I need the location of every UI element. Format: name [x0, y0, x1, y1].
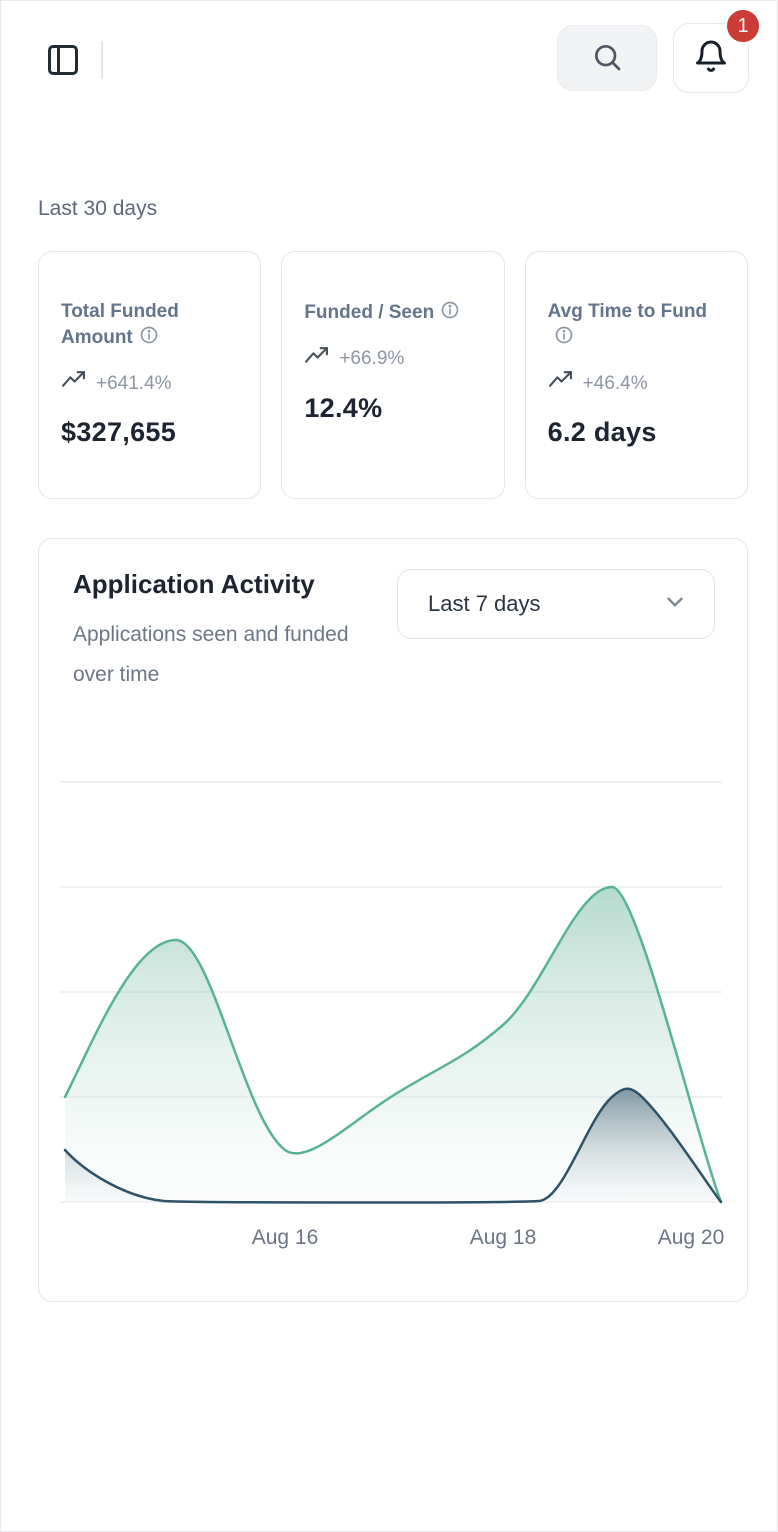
stats-row: Total Funded Amount +641.4% $327,655 Fun…	[38, 251, 748, 499]
stat-trend-text: +641.4%	[96, 372, 172, 394]
stat-title-text: Avg Time to Fund	[547, 301, 708, 322]
stat-trend: +46.4%	[548, 368, 725, 399]
area-chart-svg	[60, 781, 723, 1204]
chart-subtitle: Applications seen and funded over time	[73, 623, 349, 686]
stat-card-total-funded: Total Funded Amount +641.4% $327,655	[38, 251, 262, 499]
stat-card-funded-seen: Funded / Seen +66.9% 12.4%	[281, 251, 505, 499]
notification-count-badge: 1	[724, 7, 762, 45]
stat-title-text: Funded / Seen	[304, 302, 435, 323]
funded-line	[63, 1087, 723, 1204]
stat-title: Funded / Seen	[304, 300, 481, 328]
date-range-value: Last 7 days	[428, 591, 541, 616]
topbar-divider	[101, 41, 103, 79]
info-icon[interactable]	[139, 325, 159, 353]
chevron-down-icon	[662, 589, 688, 620]
stat-card-avg-time: Avg Time to Fund +46.4% 6.2 days	[524, 251, 748, 499]
stat-title-text: Total Funded Amount	[61, 301, 179, 348]
info-icon[interactable]	[440, 300, 460, 328]
search-button[interactable]	[557, 25, 657, 91]
area-chart	[39, 739, 749, 1209]
x-tick-aug-16: Aug 16	[251, 1226, 319, 1249]
application-activity-card: Application Activity Applications seen a…	[38, 538, 748, 1302]
stat-title: Total Funded Amount	[61, 300, 238, 352]
sidebar-toggle-button[interactable]	[41, 39, 85, 83]
stat-trend: +66.9%	[304, 344, 481, 375]
x-tick-aug-18: Aug 18	[469, 1226, 537, 1249]
stat-value: 12.4%	[304, 392, 383, 423]
seen-line	[63, 885, 723, 1204]
stat-trend-text: +66.9%	[339, 348, 405, 370]
x-tick-aug-20: Aug 20	[657, 1226, 725, 1249]
trending-up-icon	[61, 368, 86, 399]
panel-left-icon	[45, 42, 81, 81]
chart-title: Application Activity	[73, 569, 315, 599]
stat-value: 6.2 days	[547, 417, 657, 448]
bell-icon	[693, 39, 729, 78]
stat-title: Avg Time to Fund	[548, 300, 725, 352]
funded-area	[65, 1088, 721, 1203]
seen-area	[65, 887, 721, 1202]
stat-trend: +641.4%	[61, 368, 238, 399]
trending-up-icon	[548, 368, 573, 399]
search-icon	[591, 41, 623, 76]
info-icon[interactable]	[554, 325, 574, 353]
date-range-select[interactable]: Last 7 days	[397, 569, 715, 639]
stat-trend-text: +46.4%	[582, 372, 648, 394]
trending-up-icon	[304, 344, 329, 375]
stat-value: $327,655	[61, 417, 177, 448]
period-label: Last 30 days	[38, 197, 158, 220]
